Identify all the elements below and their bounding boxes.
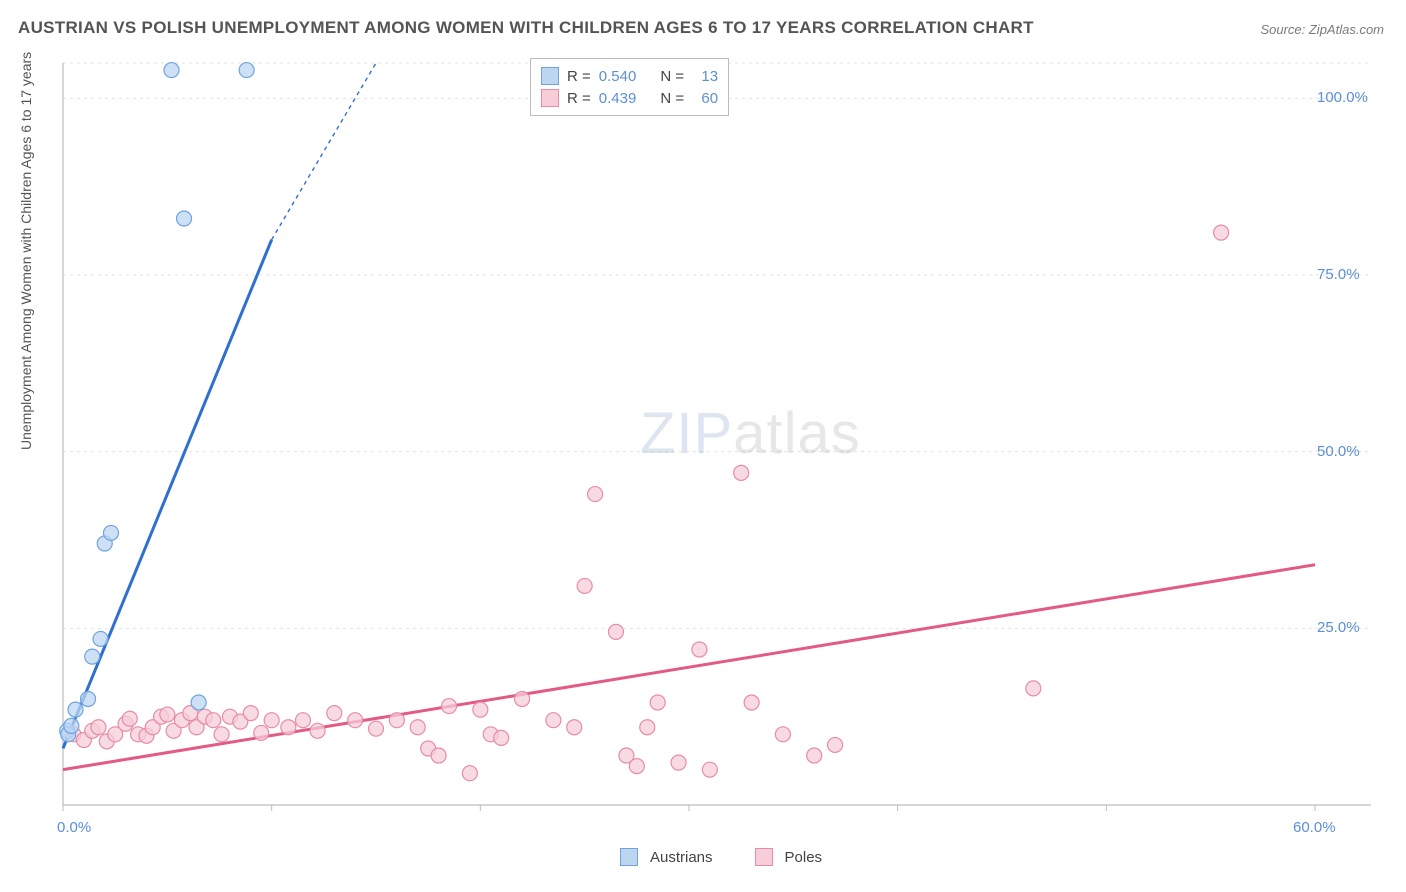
- chart-title: AUSTRIAN VS POLISH UNEMPLOYMENT AMONG WO…: [18, 18, 1034, 38]
- y-axis-label: Unemployment Among Women with Children A…: [18, 52, 34, 450]
- correlation-legend: R = 0.540 N = 13 R = 0.439 N = 60: [530, 58, 729, 116]
- legend-row-poles: R = 0.439 N = 60: [541, 87, 718, 109]
- swatch-poles: [541, 89, 559, 107]
- scatter-plot: [55, 55, 1375, 835]
- swatch-poles-bottom: [755, 848, 773, 866]
- legend-label-poles: Poles: [785, 849, 823, 866]
- source-attribution: Source: ZipAtlas.com: [1260, 22, 1384, 37]
- legend-label-austrians: Austrians: [650, 849, 713, 866]
- x-tick-label: 0.0%: [57, 819, 91, 836]
- y-tick-label: 50.0%: [1317, 443, 1360, 460]
- x-tick-label: 60.0%: [1293, 819, 1336, 836]
- y-tick-label: 75.0%: [1317, 266, 1360, 283]
- legend-row-austrians: R = 0.540 N = 13: [541, 65, 718, 87]
- y-tick-label: 100.0%: [1317, 89, 1368, 106]
- series-legend: Austrians Poles: [620, 848, 822, 866]
- swatch-austrians: [541, 67, 559, 85]
- swatch-austrians-bottom: [620, 848, 638, 866]
- y-tick-label: 25.0%: [1317, 619, 1360, 636]
